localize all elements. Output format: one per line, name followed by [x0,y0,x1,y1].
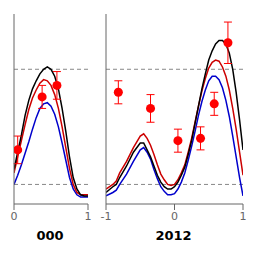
html-text:2012: 2012 [155,228,192,243]
svg-text:1: 1 [240,210,247,223]
html-text:000: 000 [36,228,64,243]
svg-text:0: 0 [171,210,178,223]
svg-text:1: 1 [85,210,92,223]
svg-text:0: 0 [11,210,18,223]
svg-text:-1: -1 [101,210,112,223]
